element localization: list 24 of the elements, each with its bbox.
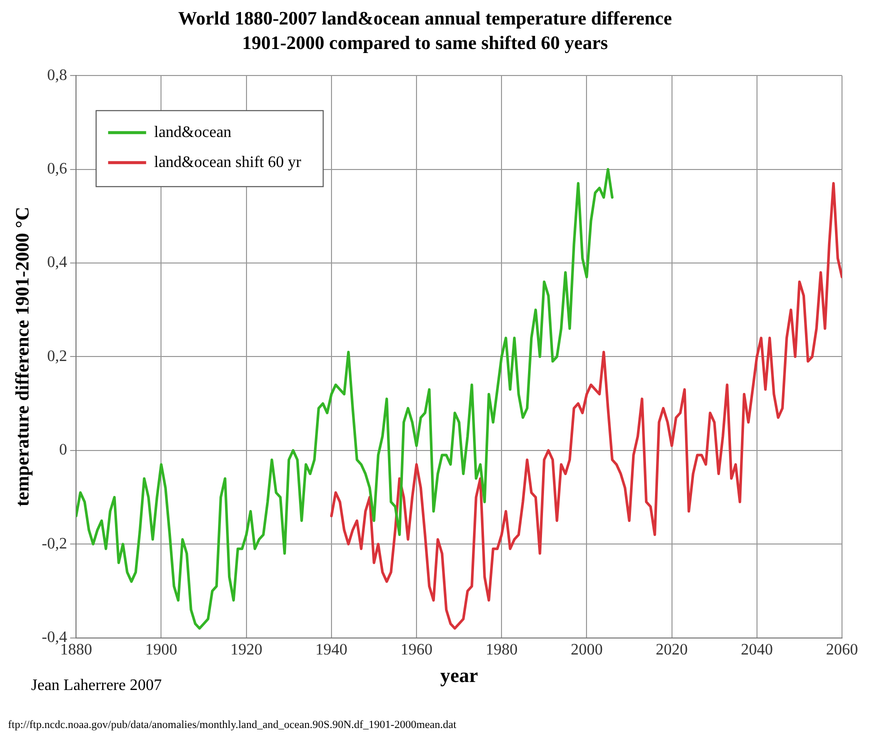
x-tick-label: 1940: [315, 642, 348, 659]
x-tick-label: 1960: [400, 642, 433, 659]
x-tick-label: 1980: [486, 642, 518, 659]
x-tick-label: 1920: [230, 642, 262, 659]
x-tick-label: 1900: [145, 642, 178, 659]
x-tick-label: 2060: [826, 642, 858, 659]
y-tick-label: -0,2: [42, 535, 68, 552]
x-tick-label: 1880: [60, 642, 92, 659]
y-tick-label: 0,2: [47, 348, 68, 365]
y-tick-label: 0,6: [47, 160, 68, 178]
x-axis-title: year: [440, 665, 478, 688]
legend-label: land&ocean: [154, 124, 232, 141]
chart-title: World 1880-2007 land&ocean annual temperature difference: [178, 8, 672, 30]
x-tick-label: 2040: [740, 642, 773, 659]
text: ftp://ftp.ncdc.noaa.gov/pub/data/anomalies/monthly.land_and_ocean.90S.90N.df_1901-2000mean.dat: [8, 718, 456, 731]
y-tick-label: 0,8: [47, 66, 68, 84]
y-tick-label: 0,4: [47, 254, 68, 272]
y-tick-label: 0: [59, 442, 68, 459]
text: Jean Laherrere 2007: [31, 676, 162, 694]
legend-label: land&ocean shift 60 yr: [154, 154, 302, 171]
x-tick-label: 2000: [570, 642, 603, 659]
y-axis-title: temperature difference 1901-2000 °C: [12, 206, 34, 507]
x-tick-label: 2020: [656, 642, 688, 659]
chart-subtitle: 1901-2000 compared to same shifted 60 years: [242, 33, 608, 54]
